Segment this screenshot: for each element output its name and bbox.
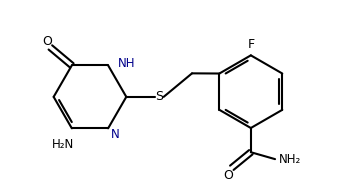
Text: O: O (224, 169, 233, 182)
Text: F: F (247, 38, 254, 51)
Text: N: N (111, 128, 120, 141)
Text: S: S (155, 90, 163, 103)
Text: NH: NH (118, 57, 135, 70)
Text: O: O (43, 35, 53, 48)
Text: H₂N: H₂N (52, 138, 74, 151)
Text: NH₂: NH₂ (279, 153, 301, 166)
